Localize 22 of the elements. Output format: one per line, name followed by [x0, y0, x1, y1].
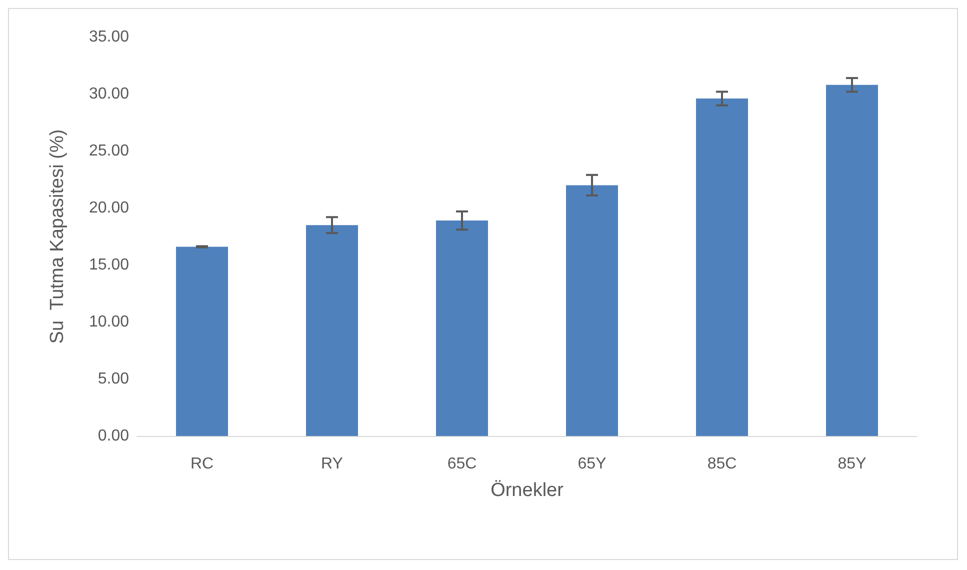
bar: [436, 220, 488, 436]
bar: [176, 246, 228, 436]
y-tick-label: 30.00: [88, 86, 130, 102]
y-tick-label: 35.00: [88, 28, 130, 46]
y-tick-label: 25.00: [88, 142, 130, 160]
x-tick-label: 65Y: [578, 456, 607, 472]
bar: [826, 84, 878, 436]
y-axis-title: Su Tutma Kapasitesi (%): [47, 129, 68, 344]
x-tick-label: RC: [190, 456, 214, 472]
bar: [566, 185, 618, 436]
x-tick-label: RY: [321, 456, 344, 472]
y-tick-label: 15.00: [88, 256, 130, 274]
x-axis-title: Örnekler: [490, 480, 564, 501]
bar: [696, 98, 748, 436]
y-tick-label: 20.00: [88, 200, 130, 216]
y-tick-label: 0.00: [98, 428, 130, 444]
y-tick-label: 10.00: [88, 314, 130, 330]
x-tick-label: 65C: [447, 456, 477, 472]
x-tick-label: 85Y: [838, 456, 867, 472]
bar: [306, 225, 358, 436]
x-tick-label: 85C: [707, 456, 737, 472]
y-tick-label: 5.00: [98, 370, 130, 388]
